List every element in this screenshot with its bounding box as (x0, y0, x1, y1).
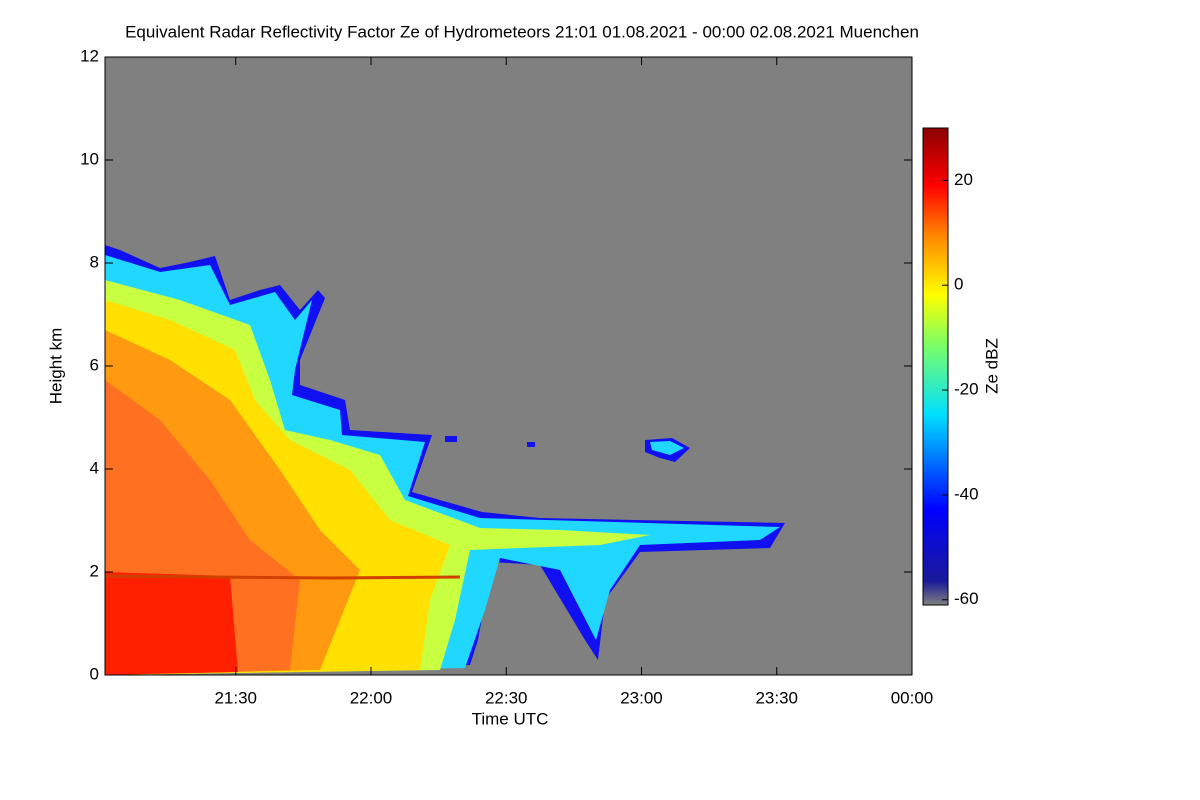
x-axis-label: Time UTC (472, 709, 549, 728)
y-tick-label: 4 (90, 458, 99, 477)
colorbar (922, 127, 949, 606)
x-tick-label: 22:30 (485, 688, 528, 707)
colorbar-tick-label: 0 (954, 275, 963, 294)
y-tick-label: 2 (90, 561, 99, 580)
colorbar-tick-label: -60 (954, 589, 979, 608)
x-tick-label: 00:00 (891, 688, 934, 707)
reflectivity-field (104, 245, 785, 675)
x-tick-label: 22:00 (350, 688, 393, 707)
colorbar-tick-label: 20 (954, 170, 973, 189)
colorbar-tick-label: -40 (954, 484, 979, 503)
y-tick-label: 0 (90, 664, 99, 683)
y-axis-label: Height km (46, 328, 65, 405)
y-tick-label: 10 (80, 149, 99, 168)
y-tick-label: 6 (90, 355, 99, 374)
colorbar-tick-label: -20 (954, 380, 979, 399)
x-tick-label: 21:30 (214, 688, 257, 707)
y-tick-label: 8 (90, 252, 99, 271)
y-tick-label: 12 (80, 46, 99, 65)
x-tick-label: 23:00 (620, 688, 663, 707)
chart-title: Equivalent Radar Reflectivity Factor Ze … (125, 22, 919, 41)
x-tick-label: 23:30 (755, 688, 798, 707)
colorbar-label: Ze dBZ (982, 338, 1001, 394)
